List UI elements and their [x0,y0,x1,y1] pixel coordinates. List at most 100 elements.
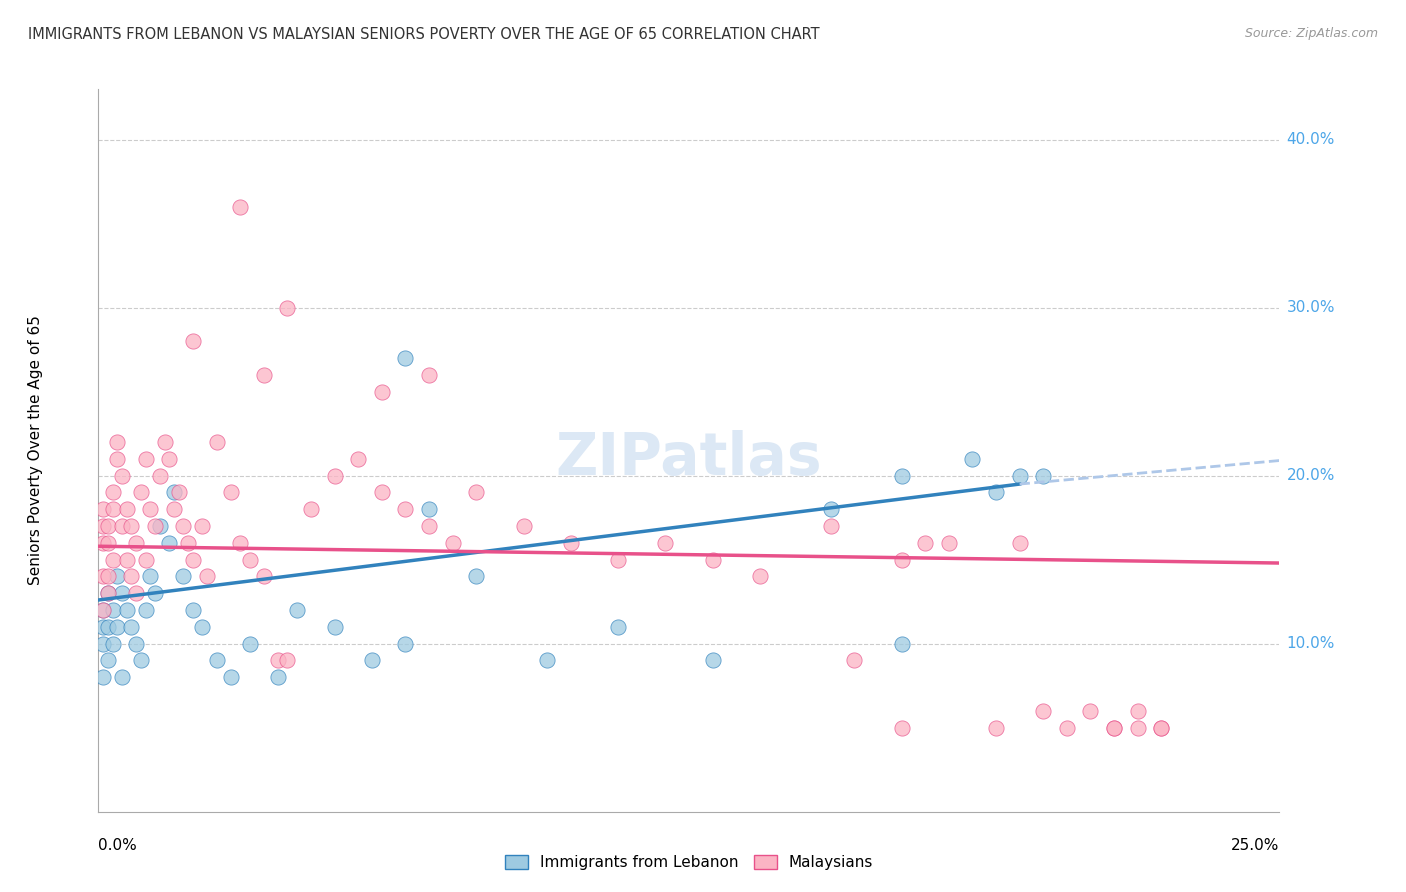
Point [1150,721,1173,735]
Point [890,721,912,735]
Point [125,637,148,651]
Point [153,435,176,450]
Point [219,485,242,500]
Point [177,536,200,550]
Point [607,620,630,634]
Point [172,519,194,533]
Point [111,670,134,684]
Point [299,502,322,516]
Point [1126,704,1149,718]
Point [465,485,488,500]
Point [285,603,308,617]
Point [91,603,114,617]
Point [347,451,370,466]
Point [143,519,166,533]
Point [135,451,157,466]
Point [239,552,262,566]
Point [111,468,134,483]
Point [149,519,172,533]
Point [125,536,148,550]
Point [371,485,394,500]
Point [101,603,124,617]
Point [229,200,252,214]
Point [1080,704,1102,718]
Point [181,552,204,566]
Point [139,569,162,583]
Point [984,485,1007,500]
Point [143,586,166,600]
Text: ZIPatlas: ZIPatlas [555,430,823,487]
Point [702,552,724,566]
Point [157,451,180,466]
Point [135,603,157,617]
Point [139,502,162,516]
Point [97,536,120,550]
Point [129,485,152,500]
Point [394,502,416,516]
Point [181,603,204,617]
Point [267,670,290,684]
Text: 10.0%: 10.0% [1286,636,1334,651]
Point [1008,536,1031,550]
Point [1032,468,1054,483]
Point [1008,468,1031,483]
Point [111,586,134,600]
Point [654,536,676,550]
Point [91,603,114,617]
Point [820,502,842,516]
Point [181,334,204,349]
Point [91,536,114,550]
Point [97,586,120,600]
Point [172,569,194,583]
Text: 40.0%: 40.0% [1286,132,1334,147]
Point [191,620,214,634]
Point [323,468,346,483]
Point [418,519,440,533]
Point [394,637,416,651]
Point [253,569,276,583]
Point [101,502,124,516]
Point [157,536,180,550]
Point [101,485,124,500]
Point [97,519,120,533]
Point [962,451,984,466]
Point [115,552,138,566]
Point [607,552,630,566]
Point [115,502,138,516]
Point [105,451,128,466]
Point [938,536,960,550]
Point [129,653,152,667]
Point [105,435,128,450]
Point [91,620,114,634]
Text: 30.0%: 30.0% [1286,300,1334,315]
Point [219,670,242,684]
Point [323,620,346,634]
Point [91,569,114,583]
Text: 20.0%: 20.0% [1286,468,1334,483]
Text: 25.0%: 25.0% [1232,838,1279,854]
Text: 0.0%: 0.0% [98,838,138,854]
Point [121,519,143,533]
Point [167,485,190,500]
Point [536,653,558,667]
Point [1056,721,1078,735]
Point [135,552,157,566]
Point [97,620,120,634]
Legend: Immigrants from Lebanon, Malaysians: Immigrants from Lebanon, Malaysians [499,849,879,876]
Point [418,368,440,382]
Point [1032,704,1054,718]
Point [111,519,134,533]
Point [97,653,120,667]
Point [163,485,186,500]
Point [820,519,842,533]
Point [418,502,440,516]
Point [394,351,416,365]
Point [97,569,120,583]
Text: Seniors Poverty Over the Age of 65: Seniors Poverty Over the Age of 65 [28,316,42,585]
Point [121,620,143,634]
Point [239,637,262,651]
Point [1102,721,1125,735]
Point [205,653,228,667]
Point [91,502,114,516]
Point [149,468,172,483]
